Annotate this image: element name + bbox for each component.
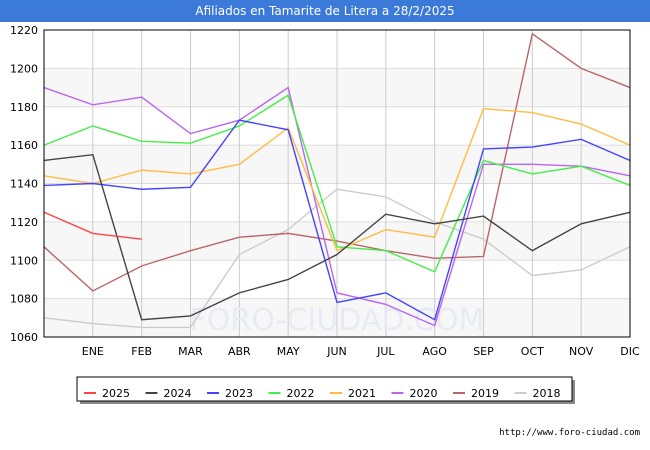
source-url[interactable]: http://www.foro-ciudad.com: [499, 428, 640, 438]
legend-label-2018: 2018: [533, 387, 561, 400]
x-tick-label: JUN: [326, 345, 347, 358]
y-tick-label: 1180: [10, 101, 38, 114]
series-line-2024: [43, 153, 631, 321]
y-tick-label: 1120: [10, 216, 38, 229]
x-tick-label: MAR: [178, 345, 203, 358]
legend-label-2025: 2025: [102, 387, 130, 400]
x-tick-label: AGO: [422, 345, 447, 358]
legend-label-2020: 2020: [410, 387, 438, 400]
legend-label-2021: 2021: [348, 387, 376, 400]
legend-label-2022: 2022: [287, 387, 315, 400]
x-tick-label: ENE: [82, 345, 104, 358]
series-line-2020: [43, 86, 631, 327]
x-tick-label: ABR: [228, 345, 251, 358]
series-line-2021: [43, 107, 631, 252]
x-tick-label: SEP: [473, 345, 494, 358]
x-tick-label: MAY: [277, 345, 300, 358]
y-tick-label: 1080: [10, 293, 38, 306]
x-tick-label: NOV: [569, 345, 594, 358]
x-tick-label: DIC: [620, 345, 640, 358]
x-tick-label: OCT: [521, 345, 544, 358]
series-line-2025: [43, 211, 142, 240]
plot-border: [43, 29, 631, 338]
series-line-2023: [43, 119, 631, 321]
watermark: FORO-CIUDAD.COM: [190, 303, 485, 338]
y-tick-label: 1060: [10, 331, 38, 344]
series-line-2019: [43, 32, 631, 292]
chart-title: Afiliados en Tamarite de Litera a 28/2/2…: [0, 0, 650, 22]
x-tick-label: JUL: [376, 345, 395, 358]
y-tick-label: 1140: [10, 178, 38, 191]
x-tick-label: FEB: [131, 345, 152, 358]
legend-label-2019: 2019: [471, 387, 499, 400]
y-tick-label: 1100: [10, 254, 38, 267]
y-tick-label: 1160: [10, 139, 38, 152]
y-tick-label: 1200: [10, 62, 38, 75]
series-line-2018: [43, 188, 631, 329]
legend-box: [76, 376, 573, 402]
series-line-2022: [43, 94, 631, 273]
legend-label-2024: 2024: [164, 387, 192, 400]
legend-label-2023: 2023: [225, 387, 253, 400]
y-tick-label: 1220: [10, 24, 38, 37]
